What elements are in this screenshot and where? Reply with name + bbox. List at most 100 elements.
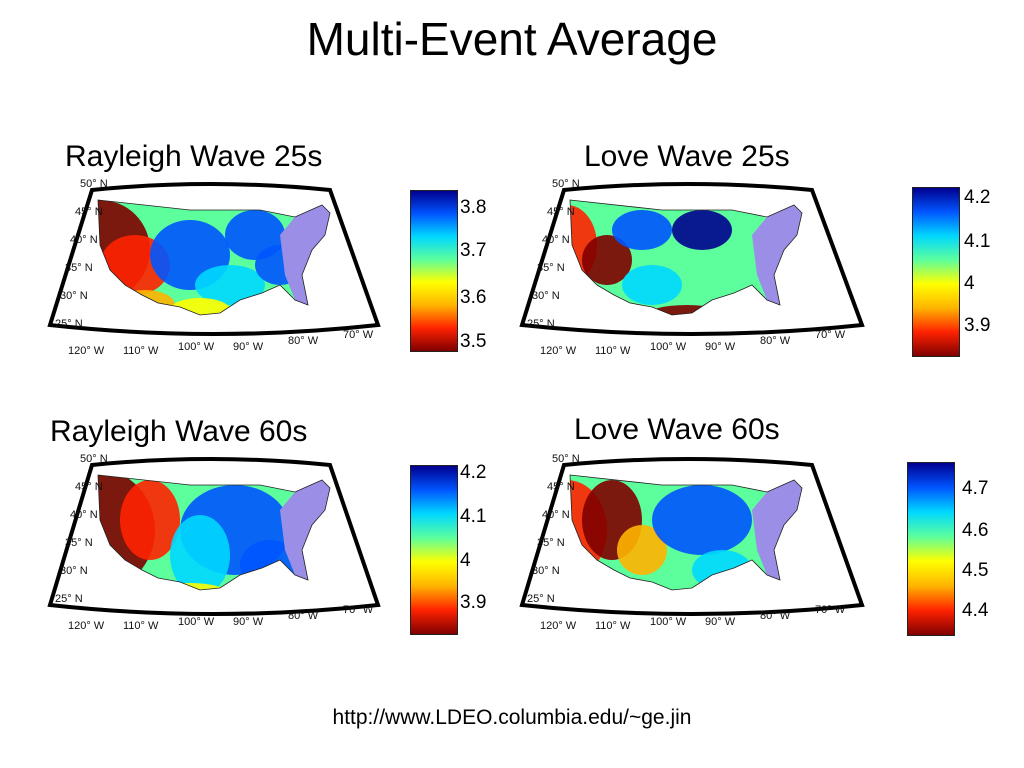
latitude-label: 30° N: [532, 565, 560, 577]
colorbar: [912, 187, 960, 357]
latitude-label: 25° N: [527, 593, 555, 605]
longitude-label: 80° W: [288, 335, 319, 347]
latitude-label: 35° N: [537, 537, 565, 549]
velocity-anomaly: [120, 480, 180, 560]
panel-love-60: Love Wave 60s 50° N 45° N 40° N 35° N 30° N 2…: [512, 410, 1002, 670]
eastern-region: [280, 480, 330, 580]
us-outline: [97, 474, 331, 591]
longitude-label: 80° W: [760, 335, 791, 347]
longitude-label: 120° W: [540, 345, 577, 357]
latitude-label: 45° N: [547, 206, 575, 218]
colorbar-tick-label: 3.5: [460, 331, 487, 352]
latitude-label: 50° N: [80, 178, 108, 190]
map-frame: [519, 457, 865, 616]
longitude-label: 70° W: [815, 604, 846, 616]
longitude-label: 100° W: [178, 341, 215, 353]
longitude-label: 120° W: [540, 620, 577, 632]
latitude-label: 25° N: [55, 318, 83, 330]
longitude-label: 110° W: [123, 345, 159, 357]
colorbar-tick-label: 4.7: [962, 478, 989, 499]
colorbar-tick-label: 4.2: [964, 187, 991, 208]
colorbar-tick-label: 3.9: [460, 592, 487, 613]
seismic-velocity-map: 50° N 45° N 40° N 35° N 30° N 25° N 120° W 110°…: [47, 178, 381, 357]
velocity-anomaly: [647, 305, 727, 315]
velocity-anomaly: [652, 485, 752, 555]
panel-title: Love Wave 60s: [574, 413, 780, 446]
panel-title: Love Wave 25s: [584, 140, 790, 173]
slide-title: Multi-Event Average: [306, 13, 718, 65]
colorbar-tick-label: 3.9: [964, 315, 991, 336]
latitude-label: 50° N: [552, 453, 580, 465]
colorbar: [410, 465, 458, 635]
velocity-anomaly: [570, 205, 597, 285]
longitude-label: 70° W: [343, 329, 374, 341]
longitude-label: 110° W: [123, 620, 159, 632]
colorbar-tick-label: 3.8: [460, 197, 487, 218]
latitude-label: 50° N: [552, 178, 580, 190]
colorbar-tick-label: 4: [964, 273, 975, 294]
panel-rayleigh-60: Rayleigh Wave 60s 50° N 45° N 40° N 35° N 30…: [40, 410, 530, 670]
seismic-velocity-map: 50° N 45° N 40° N 35° N 30° N 25° N 120° W 110°…: [519, 453, 865, 632]
longitude-label: 100° W: [650, 341, 687, 353]
seismic-velocity-map: 50° N 45° N 40° N 35° N 30° N 25° N 120° W 110°…: [519, 178, 865, 357]
panel-title: Rayleigh Wave 25s: [65, 140, 323, 173]
colorbar-tick-label: 4.2: [460, 462, 487, 483]
latitude-label: 45° N: [75, 206, 103, 218]
us-outline: [569, 199, 803, 316]
longitude-label: 110° W: [595, 620, 631, 632]
latitude-label: 45° N: [547, 481, 575, 493]
latitude-label: 30° N: [532, 290, 560, 302]
velocity-anomaly: [672, 210, 732, 250]
latitude-label: 35° N: [65, 262, 93, 274]
velocity-anomaly: [170, 298, 230, 315]
latitude-label: 35° N: [537, 262, 565, 274]
longitude-label: 100° W: [650, 616, 687, 628]
eastern-region: [280, 205, 330, 305]
latitude-label: 35° N: [65, 537, 93, 549]
us-outline: [97, 199, 331, 316]
longitude-label: 100° W: [178, 616, 215, 628]
longitude-label: 90° W: [705, 616, 736, 628]
velocity-anomaly: [150, 583, 230, 590]
longitude-label: 70° W: [343, 604, 374, 616]
velocity-anomaly: [612, 210, 672, 250]
longitude-label: 120° W: [68, 345, 105, 357]
velocity-anomaly: [115, 290, 175, 315]
velocity-anomaly: [692, 265, 752, 305]
latitude-label: 40° N: [70, 509, 98, 521]
longitude-label: 90° W: [233, 341, 264, 353]
latitude-label: 40° N: [542, 509, 570, 521]
velocity-anomaly: [170, 515, 230, 590]
latitude-label: 25° N: [55, 593, 83, 605]
latitude-label: 45° N: [75, 481, 103, 493]
map-frame: [47, 457, 381, 616]
velocity-anomaly: [617, 525, 667, 575]
velocity-anomaly: [642, 575, 702, 590]
panel-rayleigh-25: Rayleigh Wave 25s 50° N 45° N 40° N 35° N 30…: [40, 135, 530, 395]
velocity-anomaly: [692, 550, 752, 590]
colorbar-tick-label: 4.4: [962, 600, 989, 621]
longitude-label: 90° W: [233, 616, 264, 628]
longitude-label: 70° W: [815, 329, 846, 341]
eastern-region: [752, 480, 802, 580]
colorbar: [907, 462, 955, 636]
velocity-anomaly: [622, 265, 682, 305]
colorbar-tick-label: 3.6: [460, 287, 487, 308]
us-outline: [569, 474, 803, 591]
velocity-anomaly: [195, 265, 265, 305]
colorbar-tick-label: 3.7: [460, 240, 487, 261]
longitude-label: 90° W: [705, 341, 736, 353]
map-frame: [47, 182, 381, 336]
longitude-label: 120° W: [68, 620, 105, 632]
eastern-region: [752, 205, 802, 305]
longitude-label: 110° W: [595, 345, 631, 357]
latitude-label: 40° N: [542, 234, 570, 246]
longitude-label: 80° W: [288, 610, 319, 622]
colorbar-tick-label: 4.1: [460, 506, 487, 527]
colorbar: [410, 190, 458, 352]
latitude-label: 30° N: [60, 565, 88, 577]
longitude-label: 80° W: [760, 610, 791, 622]
seismic-velocity-map: 50° N 45° N 40° N 35° N 30° N 25° N 120° W 110°…: [47, 453, 381, 632]
colorbar-tick-label: 4.1: [964, 231, 991, 252]
latitude-label: 50° N: [80, 453, 108, 465]
